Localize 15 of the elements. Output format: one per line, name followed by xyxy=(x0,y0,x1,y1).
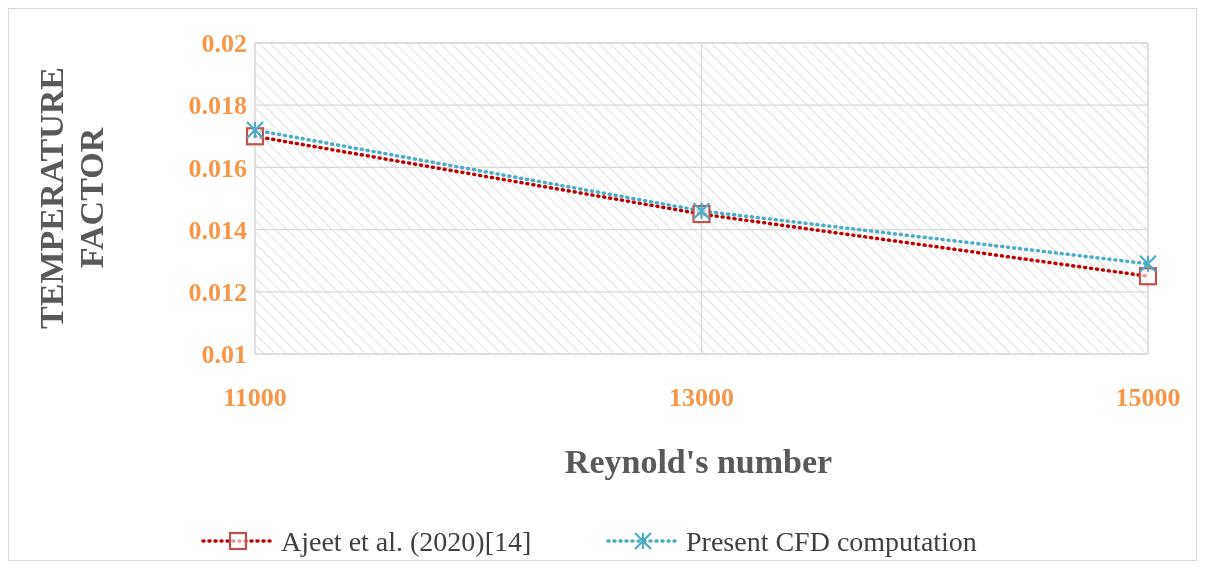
y-tick-label: 0.012 xyxy=(188,277,247,307)
x-tick-label: 15000 xyxy=(1115,383,1181,412)
y-tick-label: 0.01 xyxy=(201,340,247,370)
point xyxy=(245,120,265,140)
x-axis-title: Reynold's number xyxy=(564,443,833,480)
legend-label: Ajeet et al. (2020)[14] xyxy=(281,525,532,557)
legend-label: Present CFD computation xyxy=(686,525,977,557)
x-tick-label: 11000 xyxy=(223,383,287,412)
y-tick-label: 0.016 xyxy=(188,153,247,183)
y-tick-label: 0.018 xyxy=(188,91,247,121)
y-tick-label: 0.014 xyxy=(188,215,247,245)
point xyxy=(1138,254,1158,273)
y-axis-title: TEMPERATURE FACTOR xyxy=(33,67,110,329)
y-tick-label: 0.02 xyxy=(201,29,247,59)
x-tick-label: 13000 xyxy=(669,383,734,412)
